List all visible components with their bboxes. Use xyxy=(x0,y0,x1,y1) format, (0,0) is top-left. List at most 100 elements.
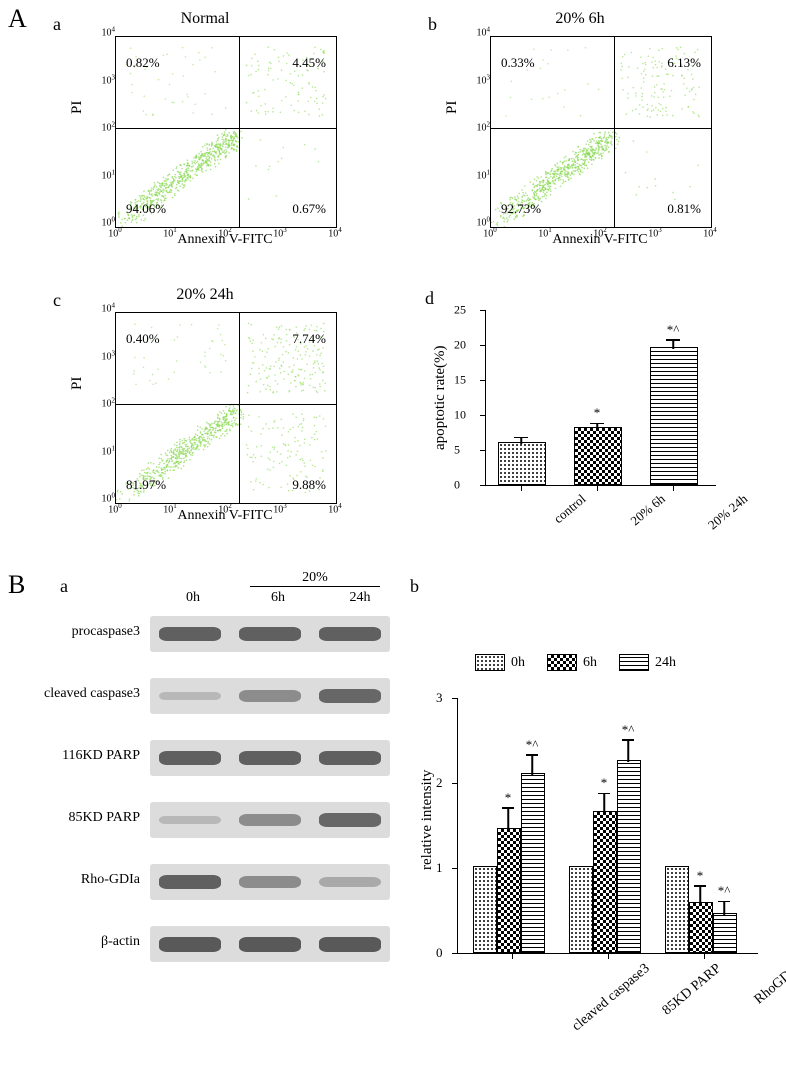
blot-row-procaspase3: procaspase3 xyxy=(25,610,395,660)
legend-item-24h: 24h xyxy=(619,654,676,671)
lr-pct: 0.67% xyxy=(292,201,326,217)
ur-pct: 6.13% xyxy=(667,55,701,71)
y-axis-label: PI xyxy=(69,101,86,114)
x-ticks: 100101102103104 xyxy=(115,502,335,514)
blot-row-label: 116KD PARP xyxy=(20,748,140,764)
bar xyxy=(569,866,593,953)
legend-swatch xyxy=(475,654,505,671)
scatter-plot-Ac: c 20% 24h PI Annexin V-FITC 0.40% 7.74% … xyxy=(55,290,355,530)
y-axis-label: PI xyxy=(69,377,86,390)
blot-row-cleaved-caspase3: cleaved caspase3 xyxy=(25,672,395,722)
bar xyxy=(665,866,689,953)
scatter-title-Ac: 20% 24h xyxy=(55,286,355,304)
legend-label: 0h xyxy=(511,655,525,671)
blot-row-label: β-actin xyxy=(20,934,140,950)
blot-lanes xyxy=(150,926,390,962)
blot-row-label: procaspase3 xyxy=(20,624,140,640)
band xyxy=(239,690,301,702)
blot-row-label: Rho-GDIa xyxy=(20,872,140,888)
band xyxy=(239,751,301,766)
blot-row-Rho-GDIa: Rho-GDIa xyxy=(25,858,395,908)
ul-pct: 0.82% xyxy=(126,55,160,71)
condition-header: 20% xyxy=(250,570,380,587)
quadrant-divider-h xyxy=(116,128,336,129)
bar xyxy=(689,902,713,953)
blot-lanes xyxy=(150,678,390,714)
ur-pct: 7.74% xyxy=(292,331,326,347)
western-blot: 20% 0h 6h 24h procaspase3cleaved caspase… xyxy=(25,610,395,982)
y-ticks: 100101102103104 xyxy=(87,32,115,222)
x-category: 85KD PARP xyxy=(660,961,725,1019)
band xyxy=(159,751,221,766)
barchart-Bb: 0h 6h 24h relative intensity 0123**^clea… xyxy=(415,650,775,1050)
legend: 0h 6h 24h xyxy=(475,654,676,671)
ul-pct: 0.40% xyxy=(126,331,160,347)
y-axis-label: apoptotic rate(%) xyxy=(432,345,449,450)
blot-row-β-actin: β-actin xyxy=(25,920,395,970)
bar-20% 6h xyxy=(574,427,622,485)
legend-swatch xyxy=(547,654,577,671)
legend-item-0h: 0h xyxy=(475,654,525,671)
timepoint-2: 24h xyxy=(330,590,390,606)
ul-pct: 0.33% xyxy=(501,55,535,71)
quadrant-divider-v xyxy=(239,37,240,227)
blot-row-116KD-PARP: 116KD PARP xyxy=(25,734,395,784)
blot-row-label: 85KD PARP xyxy=(20,810,140,826)
blot-lanes xyxy=(150,802,390,838)
band xyxy=(319,937,381,952)
bar xyxy=(593,811,617,953)
subpanel-label-Ba: a xyxy=(60,576,68,597)
band xyxy=(239,814,301,826)
plot-area: 0510152025control*20% 6h*^20% 24h xyxy=(485,310,716,486)
x-ticks: 100101102103104 xyxy=(490,226,710,238)
plot-area: 0123**^cleaved caspase3**^85KD PARP**^Rh… xyxy=(457,698,758,954)
band xyxy=(159,692,221,701)
y-axis-label: PI xyxy=(444,101,461,114)
lr-pct: 9.88% xyxy=(292,477,326,493)
blot-lanes xyxy=(150,864,390,900)
band xyxy=(319,751,381,766)
bar xyxy=(473,866,497,953)
blot-lanes xyxy=(150,616,390,652)
blot-lanes xyxy=(150,740,390,776)
bar xyxy=(617,760,641,953)
band xyxy=(159,627,221,642)
quadrant-divider-h xyxy=(491,128,711,129)
subpanel-label-Bb: b xyxy=(410,576,419,597)
subpanel-label-Ad: d xyxy=(425,288,434,309)
band xyxy=(239,937,301,952)
band xyxy=(319,689,381,703)
band xyxy=(319,627,381,642)
blot-row-label: cleaved caspase3 xyxy=(20,686,140,702)
ll-pct: 81.97% xyxy=(126,477,166,493)
x-ticks: 100101102103104 xyxy=(115,226,335,238)
panel-B-label: B xyxy=(8,570,25,600)
bar xyxy=(713,913,737,953)
x-category: RhoGDIa xyxy=(752,961,786,1008)
band xyxy=(159,816,221,825)
ll-pct: 92.73% xyxy=(501,201,541,217)
panel-A-label: A xyxy=(8,4,27,34)
scatter-area: 0.33% 6.13% 92.73% 0.81% xyxy=(490,36,712,228)
scatter-area: 0.40% 7.74% 81.97% 9.88% xyxy=(115,312,337,504)
x-category: 20% 6h xyxy=(627,491,668,529)
ur-pct: 4.45% xyxy=(292,55,326,71)
legend-label: 6h xyxy=(583,655,597,671)
bar xyxy=(521,773,545,954)
x-category: cleaved caspase3 xyxy=(569,961,653,1035)
bar xyxy=(497,828,521,953)
band xyxy=(239,627,301,642)
scatter-title-Aa: Normal xyxy=(55,10,355,28)
x-category: 20% 24h xyxy=(705,491,751,533)
quadrant-divider-v xyxy=(614,37,615,227)
timepoint-0: 0h xyxy=(163,590,223,606)
y-axis-label: relative intensity xyxy=(419,770,436,870)
y-ticks: 100101102103104 xyxy=(87,308,115,498)
band xyxy=(319,877,381,887)
lr-pct: 0.81% xyxy=(667,201,701,217)
band xyxy=(239,876,301,888)
x-category: control xyxy=(551,491,589,527)
legend-swatch xyxy=(619,654,649,671)
band xyxy=(319,813,381,827)
y-ticks: 100101102103104 xyxy=(462,32,490,222)
